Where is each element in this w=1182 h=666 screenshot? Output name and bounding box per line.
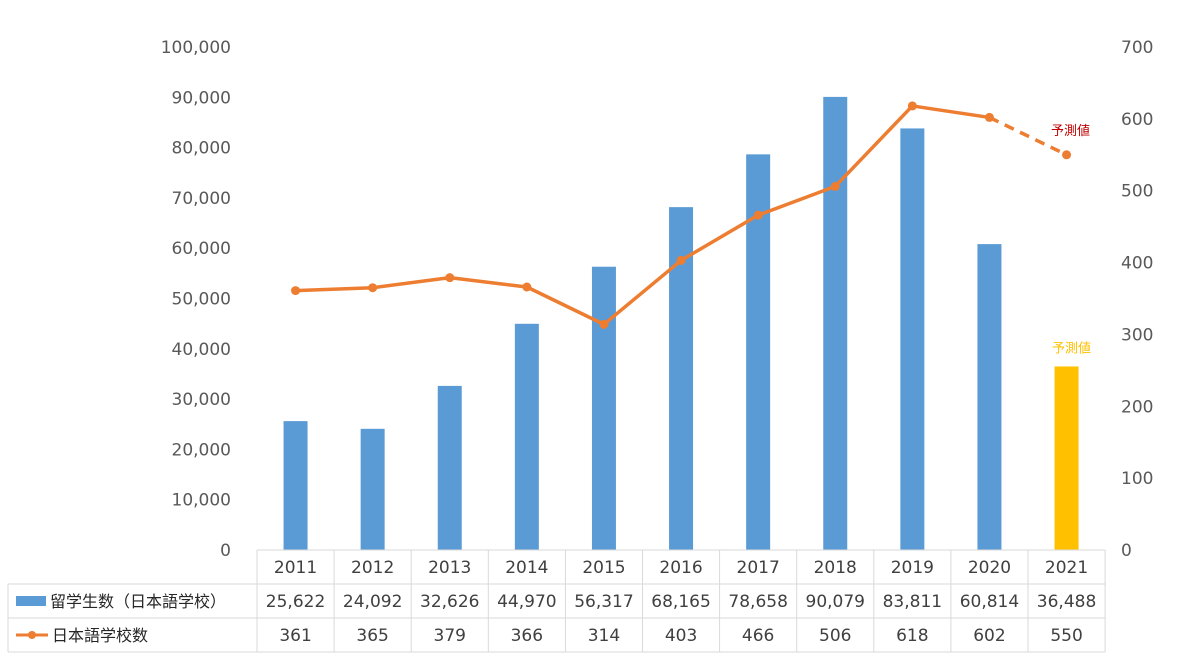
line-value-cell: 366	[511, 626, 543, 646]
left-tick-label: 10,000	[172, 491, 231, 511]
left-tick-label: 100,000	[161, 38, 231, 58]
category-label: 2020	[968, 558, 1011, 578]
line-point	[599, 319, 609, 329]
bar	[1054, 366, 1079, 550]
right-tick-label: 500	[1121, 182, 1153, 202]
line-value-cell: 550	[1050, 626, 1082, 646]
category-label: 2013	[428, 558, 471, 578]
right-tick-label: 200	[1121, 397, 1153, 417]
bar	[514, 323, 539, 550]
bar-value-cell: 78,658	[728, 592, 787, 612]
line-forecast-dashed	[988, 115, 1068, 157]
legend-line-label: 日本語学校数	[52, 626, 148, 645]
category-label: 2019	[891, 558, 934, 578]
line-value-cell: 365	[356, 626, 388, 646]
category-label: 2016	[659, 558, 702, 578]
bar-value-cell: 36,488	[1037, 592, 1096, 612]
bar-value-cell: 56,317	[574, 592, 633, 612]
line-forecast-label: 予測値	[1051, 123, 1090, 139]
left-tick-label: 40,000	[172, 340, 231, 360]
category-label: 2018	[814, 558, 857, 578]
line-point	[291, 286, 301, 296]
legend-bar-key	[16, 596, 46, 606]
left-tick-label: 70,000	[172, 189, 231, 209]
right-tick-label: 0	[1121, 541, 1132, 561]
bar	[283, 421, 308, 550]
line-value-cell: 506	[819, 626, 851, 646]
left-tick-label: 50,000	[172, 290, 231, 310]
category-label: 2017	[737, 558, 780, 578]
bar-value-cell: 83,811	[883, 592, 942, 612]
line-value-cell: 379	[434, 626, 466, 646]
left-y-axis: 0 10,000 20,000 30,000 40,000 50,000 60,000 70,…	[161, 38, 231, 561]
bar	[360, 428, 385, 550]
line-point	[676, 255, 686, 265]
right-tick-label: 100	[1121, 469, 1153, 489]
line-point	[1062, 150, 1072, 160]
line-point	[368, 283, 378, 293]
line-point	[753, 210, 763, 220]
line-point	[984, 112, 994, 122]
bar-forecast-label: 予測値	[1052, 340, 1091, 356]
left-tick-label: 90,000	[172, 88, 231, 108]
bar	[437, 385, 462, 550]
left-tick-label: 0	[220, 541, 231, 561]
bar-value-cell: 24,092	[343, 592, 402, 612]
category-label: 2014	[505, 558, 548, 578]
line-point	[907, 101, 917, 111]
line-value-cell: 602	[973, 626, 1005, 646]
right-y-axis: 0 100 200 300 400 500 600 700	[1121, 38, 1153, 561]
legend-line-marker	[28, 631, 36, 639]
bar-value-cell: 44,970	[497, 592, 556, 612]
data-table: 2011 2012 2013 2014 2015 2016 2017 2018 2019 2020…	[7, 549, 1106, 653]
left-tick-label: 30,000	[172, 390, 231, 410]
left-tick-label: 60,000	[172, 239, 231, 259]
bar-value-cell: 90,079	[806, 592, 865, 612]
line-solid	[295, 104, 990, 327]
line-value-cell: 618	[896, 626, 928, 646]
line-point	[522, 282, 532, 292]
line-series	[291, 101, 1072, 329]
bar-value-cell: 25,622	[266, 592, 325, 612]
line-value-cell: 403	[665, 626, 697, 646]
bar	[823, 96, 848, 550]
bar-value-cell: 60,814	[960, 592, 1019, 612]
category-label: 2015	[582, 558, 625, 578]
line-point	[830, 181, 840, 191]
bar	[591, 266, 616, 550]
category-label: 2012	[351, 558, 394, 578]
right-tick-label: 700	[1121, 38, 1153, 58]
bar	[900, 128, 925, 550]
left-tick-label: 20,000	[172, 440, 231, 460]
line-value-cell: 361	[279, 626, 311, 646]
bar	[977, 244, 1002, 550]
left-tick-label: 80,000	[172, 139, 231, 159]
line-value-cell: 466	[742, 626, 774, 646]
bar-value-cell: 68,165	[651, 592, 710, 612]
right-tick-label: 600	[1121, 110, 1153, 130]
line-point	[445, 273, 455, 283]
right-tick-label: 300	[1121, 325, 1153, 345]
bar-series	[283, 96, 1079, 550]
bar-value-cell: 32,626	[420, 592, 479, 612]
category-label: 2021	[1045, 558, 1088, 578]
legend-bar-label: 留学生数（日本語学校）	[50, 592, 226, 611]
right-tick-label: 400	[1121, 254, 1153, 274]
category-label: 2011	[274, 558, 317, 578]
line-value-cell: 314	[588, 626, 620, 646]
